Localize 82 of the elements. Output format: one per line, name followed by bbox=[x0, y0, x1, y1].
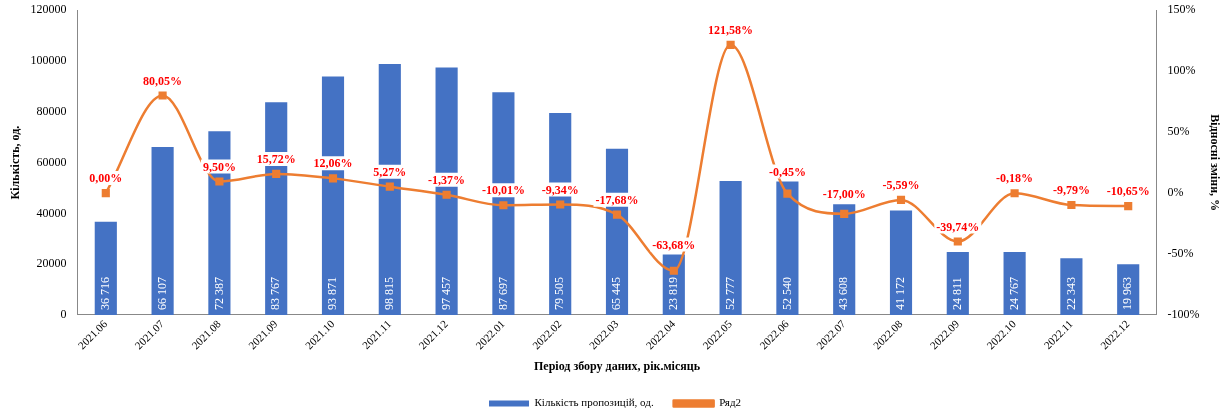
data-label: -17,00% bbox=[822, 187, 866, 202]
point bbox=[158, 91, 167, 100]
point bbox=[953, 237, 962, 246]
point bbox=[328, 174, 338, 183]
data-label: 93 871 bbox=[325, 276, 340, 310]
data-label: 43 608 bbox=[836, 276, 851, 310]
data-label: 66 107 bbox=[154, 276, 169, 310]
bar bbox=[889, 210, 913, 315]
point bbox=[272, 169, 281, 178]
y2-tick-label: -100% bbox=[1167, 307, 1200, 322]
point bbox=[385, 182, 394, 191]
bar bbox=[719, 180, 742, 315]
x-axis-title: Період збору даних, рік.місяць bbox=[534, 358, 701, 373]
data-label: -1,37% bbox=[428, 172, 466, 187]
data-label: 15,72% bbox=[256, 152, 296, 166]
data-label: -5,59% bbox=[882, 177, 920, 192]
data-label: 5,27% bbox=[373, 164, 407, 179]
point bbox=[442, 190, 451, 199]
data-label: -39,74% bbox=[936, 219, 980, 234]
bar bbox=[946, 251, 969, 315]
data-label: 0,00% bbox=[89, 171, 123, 186]
point bbox=[669, 266, 678, 275]
data-label: 97 457 bbox=[438, 276, 453, 310]
bar bbox=[776, 181, 799, 315]
y2-tick-label: 150% bbox=[1167, 2, 1196, 17]
data-label: 52 540 bbox=[779, 276, 794, 310]
data-label: 121,58% bbox=[708, 22, 754, 37]
point bbox=[726, 40, 735, 49]
data-label: 19 963 bbox=[1120, 276, 1135, 310]
data-label: 65 445 bbox=[609, 276, 624, 310]
data-label: -9,79% bbox=[1052, 183, 1090, 198]
point bbox=[896, 195, 906, 204]
point bbox=[499, 201, 508, 210]
point bbox=[1124, 201, 1133, 211]
data-label: -17,68% bbox=[595, 192, 639, 207]
y-tick-label: 100000 bbox=[30, 53, 67, 68]
data-label: 23 819 bbox=[665, 276, 680, 310]
point bbox=[101, 188, 110, 198]
data-label: 9,50% bbox=[202, 159, 236, 174]
y-tick-label: 40000 bbox=[36, 205, 67, 220]
y2-tick-label: 0% bbox=[1167, 185, 1184, 200]
legend-label: Ряд2 bbox=[719, 396, 741, 409]
data-label: -10,65% bbox=[1106, 184, 1150, 199]
y-tick-label: 80000 bbox=[36, 103, 67, 118]
y-axis-title: Кількість, од. bbox=[8, 125, 23, 200]
point bbox=[840, 209, 849, 218]
data-label: 41 172 bbox=[893, 276, 908, 310]
data-label: 87 697 bbox=[495, 276, 510, 310]
y-tick-label: 20000 bbox=[36, 256, 67, 271]
data-label: 12,06% bbox=[313, 156, 353, 171]
data-label: -9,34% bbox=[541, 182, 579, 197]
point bbox=[215, 177, 224, 186]
bar bbox=[151, 147, 174, 315]
y2-axis-title: Відносні зміни, % bbox=[1207, 114, 1222, 212]
data-label: 79 505 bbox=[552, 276, 567, 310]
data-label: 36 716 bbox=[97, 276, 112, 310]
y2-tick-label: 50% bbox=[1167, 124, 1190, 139]
bar bbox=[94, 221, 117, 315]
legend-label: Кількість пропозицій, од. bbox=[534, 396, 654, 409]
point bbox=[1010, 189, 1019, 198]
data-label: 24 811 bbox=[949, 277, 964, 310]
y2-tick-label: -50% bbox=[1167, 246, 1194, 261]
point bbox=[556, 200, 565, 209]
data-label: 80,05% bbox=[143, 73, 183, 88]
point bbox=[1067, 200, 1076, 210]
y-tick-label: 60000 bbox=[36, 154, 67, 169]
y-tick-label: 120000 bbox=[30, 2, 67, 17]
data-label: -10,01% bbox=[481, 183, 525, 198]
bar bbox=[833, 204, 856, 315]
data-label: -63,68% bbox=[652, 237, 696, 252]
data-label: -0,18% bbox=[996, 171, 1034, 186]
y-tick-label: 0 bbox=[60, 307, 67, 322]
point bbox=[612, 210, 622, 219]
data-label: -0,45% bbox=[768, 164, 806, 179]
data-label: 24 767 bbox=[1006, 276, 1021, 310]
data-label: 98 815 bbox=[381, 276, 396, 310]
data-label: 22 343 bbox=[1063, 276, 1078, 310]
data-label: 83 767 bbox=[268, 276, 283, 310]
data-label: 52 777 bbox=[722, 276, 737, 310]
y2-tick-label: 100% bbox=[1167, 63, 1196, 78]
point bbox=[783, 189, 792, 198]
data-label: 72 387 bbox=[211, 276, 226, 310]
